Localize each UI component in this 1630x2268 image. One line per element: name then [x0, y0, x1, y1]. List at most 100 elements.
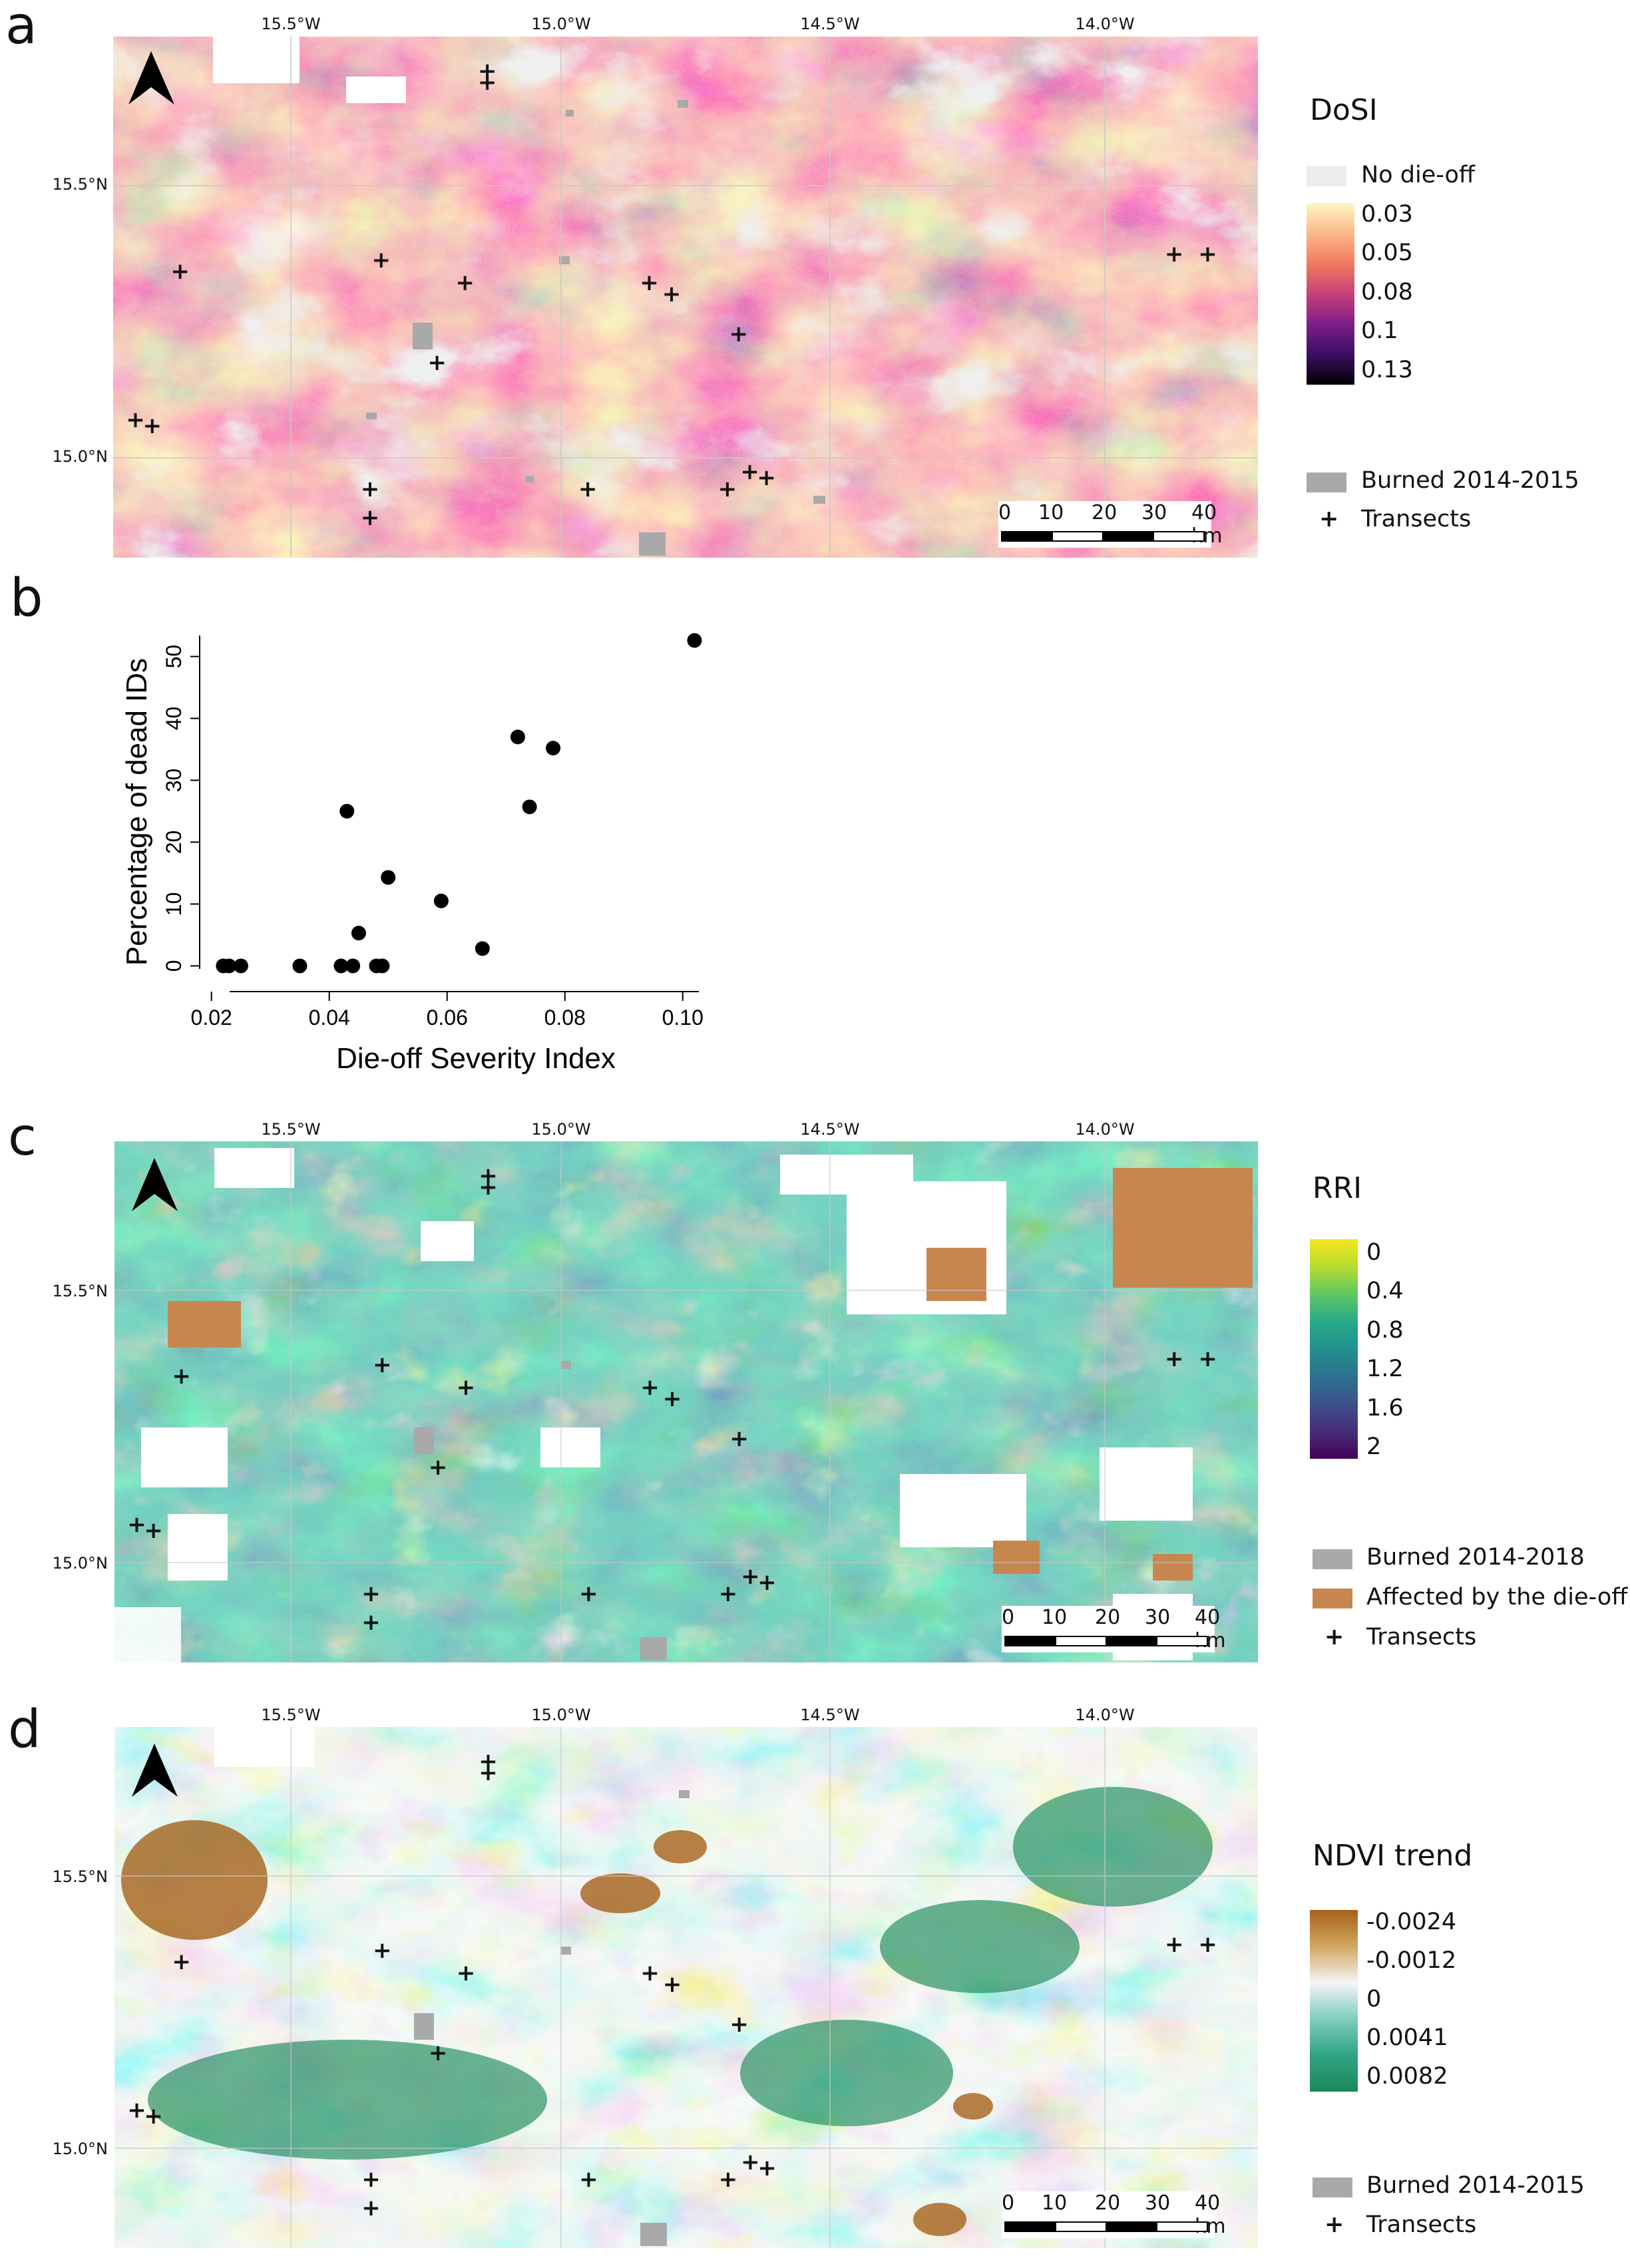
rri-map: + + + + + + + + + + + + + + + + + + +: [114, 1141, 1258, 1662]
scale-bar: 0 10 20 30 40 km: [1002, 2191, 1226, 2238]
y-tick-label: 0: [162, 960, 186, 972]
transect-marker: +: [1165, 1345, 1184, 1372]
transect-marker: +: [126, 407, 145, 434]
transects-layer: + + + + + + + + + + + + + + + + + + +: [114, 1141, 1258, 1662]
lat-tick: 15.5°N: [52, 1282, 108, 1300]
transects-layer: + + + + + + + + + + + + + + + + + + +: [113, 37, 1258, 558]
transect-marker: +: [361, 1580, 381, 1607]
transect-marker: +: [477, 57, 497, 85]
transect-marker: +: [361, 2194, 381, 2221]
legend-label: Burned 2014-2018: [1366, 1544, 1585, 1571]
transect-marker: +: [662, 1971, 682, 1998]
scale-label: 0: [1002, 2191, 1015, 2215]
legend-label: -0.0012: [1366, 1947, 1457, 1974]
rri-map-raster: [114, 1141, 1258, 1662]
transect-marker: +: [144, 2103, 163, 2130]
transect-marker: +: [144, 1517, 163, 1545]
transect-legend-icon: +: [1324, 1624, 1344, 1650]
transect-marker: +: [360, 504, 380, 531]
transect-marker: +: [729, 1425, 749, 1453]
transect-marker: +: [729, 321, 748, 348]
legend-label: 0.8: [1366, 1317, 1404, 1344]
north-arrow-icon: [132, 1744, 178, 1797]
scatter-point: [546, 741, 561, 756]
lon-tick: 14.5°W: [800, 1120, 860, 1139]
panel-letter-c: c: [8, 1107, 37, 1167]
legend-label: Transects: [1366, 2211, 1477, 2238]
legend-label: 0.4: [1366, 1278, 1404, 1304]
y-tick-label: 20: [162, 831, 186, 854]
panel-letter-b: b: [10, 568, 43, 628]
transect-marker: +: [662, 281, 682, 308]
transect-marker: +: [170, 258, 190, 285]
transect-marker: +: [361, 2166, 381, 2193]
transect-marker: +: [729, 2011, 749, 2038]
scatter-point: [345, 958, 361, 974]
x-tick-label: 0.06: [427, 1006, 468, 1030]
lon-tick: 15.0°W: [531, 1706, 591, 1724]
legend-label: Transects: [1366, 1624, 1477, 1650]
legend-label: Transects: [1361, 506, 1472, 532]
y-tick-label: 30: [162, 769, 186, 793]
burned-swatch: [1313, 1549, 1352, 1569]
scatter-point: [375, 958, 390, 974]
lat-tick: 15.0°N: [52, 1554, 108, 1573]
scatter-point: [475, 941, 490, 956]
transect-marker: +: [1198, 1931, 1217, 1958]
scale-label: 10: [1042, 1606, 1068, 1629]
lon-tick: 14.0°W: [1075, 1120, 1135, 1139]
legend-label: -0.0024: [1366, 1909, 1457, 1935]
scale-label: 20: [1095, 1606, 1121, 1629]
transect-marker: +: [477, 69, 497, 96]
legend-label: 0.0041: [1366, 2024, 1448, 2051]
scale-label: 10: [1038, 501, 1064, 524]
scale-bar: 0 10 20 30 40 km: [1002, 1606, 1226, 1652]
scatter-point: [522, 799, 537, 815]
legend-label: 0.05: [1361, 240, 1413, 266]
x-axis-title: Die-off Severity Index: [336, 1042, 616, 1075]
transect-marker: +: [640, 269, 659, 296]
legend-label: 2: [1366, 1433, 1382, 1460]
transect-marker: +: [428, 1454, 448, 1481]
scale-label: 30: [1145, 2191, 1171, 2215]
legend-label: Burned 2014-2015: [1361, 467, 1579, 494]
scatter-point: [687, 633, 702, 648]
scatter-point: [510, 729, 525, 745]
x-tick-label: 0.10: [662, 1006, 704, 1030]
transects-layer: + + + + + + + + + + + + + + + + + + +: [114, 1727, 1258, 2248]
north-arrow-icon: [128, 51, 174, 104]
transect-marker: +: [373, 1937, 392, 1964]
lon-tick: 15.5°W: [261, 15, 321, 33]
legend-label: Affected by the die-off: [1366, 1584, 1628, 1610]
legend-label: 0.08: [1361, 279, 1413, 305]
transect-marker: +: [360, 475, 380, 502]
legend-label: Burned 2014-2015: [1366, 2172, 1585, 2199]
scale-label: 10: [1042, 2191, 1068, 2215]
transect-marker: +: [127, 2097, 146, 2124]
scatter-point: [233, 958, 248, 974]
transect-marker: +: [479, 1173, 498, 1201]
legend-label: 0.0082: [1366, 2063, 1448, 2090]
lon-tick: 14.5°W: [800, 1706, 860, 1724]
transect-marker: +: [361, 1608, 381, 1636]
legend-title: RRI: [1313, 1171, 1362, 1205]
scale-label: 40 km: [1195, 2191, 1226, 2238]
transect-marker: +: [718, 2166, 738, 2193]
y-tick-label: 40: [162, 707, 186, 731]
scatter-point: [381, 870, 396, 885]
transect-marker: +: [427, 349, 447, 377]
transect-marker: +: [479, 1759, 498, 1786]
scatter-point: [433, 893, 449, 908]
transect-marker: +: [579, 2166, 598, 2193]
scale-label: 40 km: [1195, 1606, 1226, 1652]
transect-marker: +: [717, 475, 737, 502]
transect-marker: +: [662, 1386, 682, 1413]
legend-label: 1.6: [1366, 1395, 1404, 1421]
transect-marker: +: [1198, 1345, 1217, 1372]
affected-swatch: [1313, 1589, 1352, 1608]
x-tick-label: 0.04: [309, 1006, 350, 1030]
transect-marker: +: [1198, 240, 1217, 268]
no-dieoff-swatch: [1307, 166, 1346, 186]
transect-marker: +: [479, 1748, 498, 1775]
scatter-point: [339, 803, 355, 819]
